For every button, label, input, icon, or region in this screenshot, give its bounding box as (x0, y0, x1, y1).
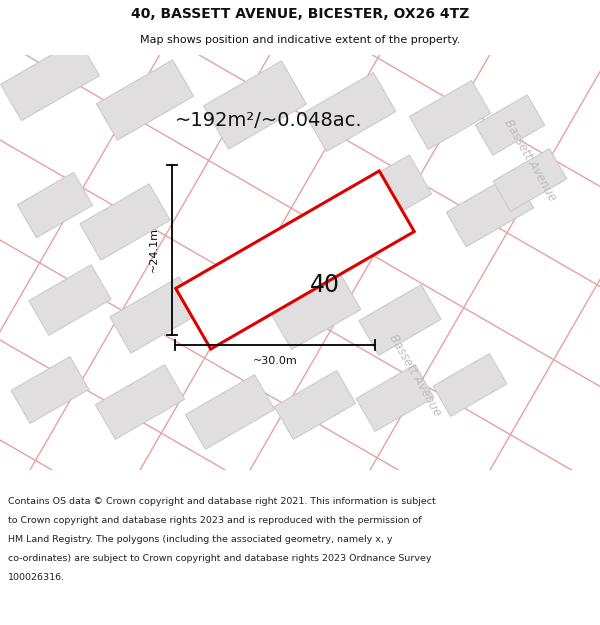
Text: Contains OS data © Crown copyright and database right 2021. This information is : Contains OS data © Crown copyright and d… (8, 497, 436, 506)
Polygon shape (185, 374, 275, 449)
Text: 40: 40 (310, 273, 340, 297)
Text: ~24.1m: ~24.1m (149, 228, 159, 272)
Polygon shape (433, 354, 507, 416)
Polygon shape (269, 271, 361, 349)
Polygon shape (180, 253, 280, 338)
Polygon shape (203, 61, 307, 149)
Polygon shape (409, 81, 491, 149)
Polygon shape (1, 39, 100, 121)
Text: ~192m²/~0.048ac.: ~192m²/~0.048ac. (175, 111, 362, 129)
Text: ~30.0m: ~30.0m (253, 356, 298, 366)
Polygon shape (97, 60, 194, 140)
Polygon shape (304, 72, 396, 151)
Text: 100026316.: 100026316. (8, 573, 65, 582)
Text: Bassett Avenue: Bassett Avenue (502, 117, 559, 203)
Text: co-ordinates) are subject to Crown copyright and database rights 2023 Ordnance S: co-ordinates) are subject to Crown copyr… (8, 554, 431, 563)
Polygon shape (493, 149, 567, 211)
Polygon shape (29, 264, 111, 336)
Text: Bassett Avenue: Bassett Avenue (386, 332, 443, 418)
Text: to Crown copyright and database rights 2023 and is reproduced with the permissio: to Crown copyright and database rights 2… (8, 516, 422, 525)
Polygon shape (274, 371, 356, 439)
Polygon shape (176, 171, 414, 349)
Text: 40, BASSETT AVENUE, BICESTER, OX26 4TZ: 40, BASSETT AVENUE, BICESTER, OX26 4TZ (131, 7, 469, 21)
Polygon shape (17, 173, 92, 238)
Polygon shape (80, 184, 170, 260)
Polygon shape (338, 155, 432, 235)
Polygon shape (446, 173, 534, 247)
Polygon shape (475, 95, 545, 155)
Polygon shape (359, 284, 441, 356)
Text: Map shows position and indicative extent of the property.: Map shows position and indicative extent… (140, 34, 460, 44)
Polygon shape (110, 277, 200, 353)
Text: HM Land Registry. The polygons (including the associated geometry, namely x, y: HM Land Registry. The polygons (includin… (8, 535, 392, 544)
Polygon shape (95, 364, 185, 439)
Polygon shape (356, 364, 434, 431)
Polygon shape (11, 356, 89, 424)
